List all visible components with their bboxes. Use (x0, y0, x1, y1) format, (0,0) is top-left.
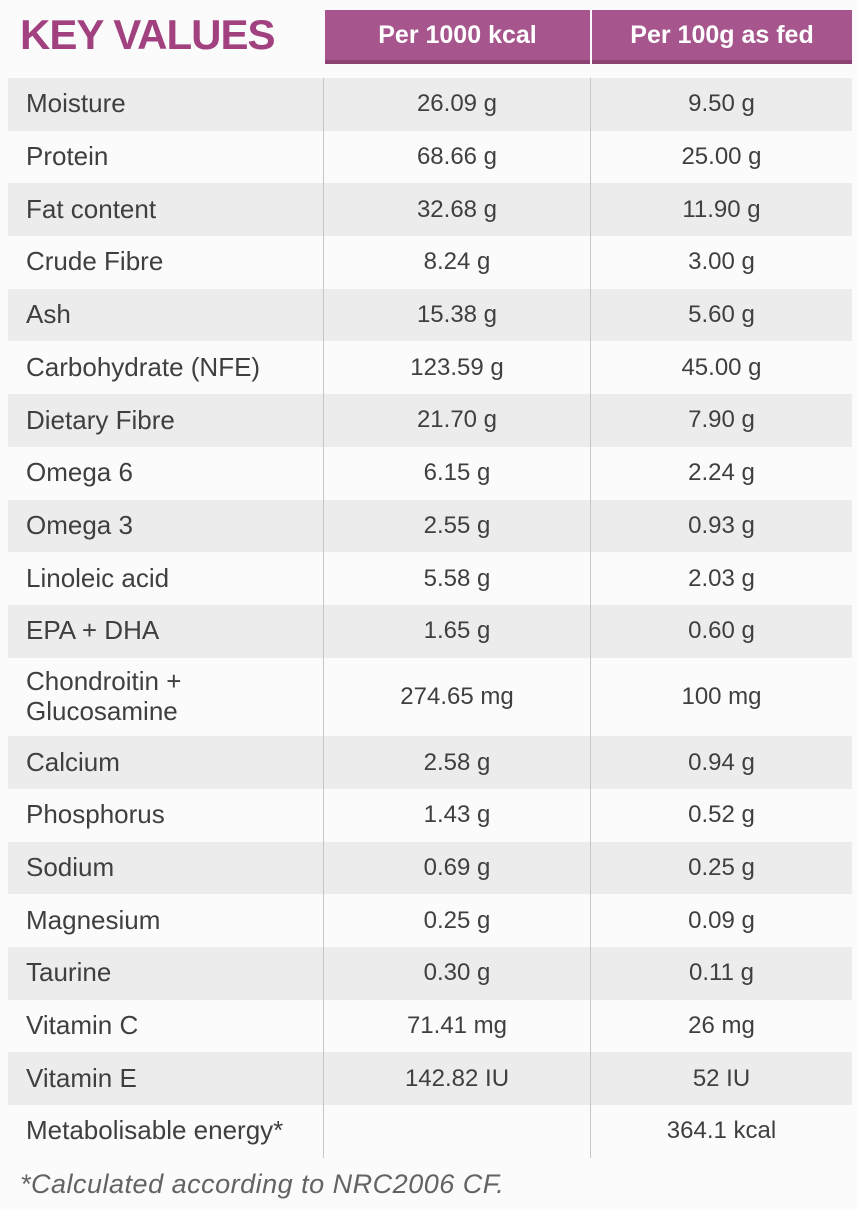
value-per-1000-kcal: 1.65 g (323, 604, 590, 658)
value-per-1000-kcal: 274.65 mg (323, 657, 590, 737)
row-label: Linoleic acid (26, 562, 170, 593)
value-per-1000-kcal: 2.55 g (323, 499, 590, 553)
value-per-1000-kcal: 123.59 g (323, 341, 590, 395)
row-label: Metabolisable energy* (26, 1115, 284, 1146)
footnote: *Calculated according to NRC2006 CF. (20, 1168, 505, 1199)
table-header: KEY VALUES Per 1000 kcal Per 100g as fed (0, 10, 858, 64)
row-label: Taurine (26, 957, 112, 988)
table-row-carbohydrate-nfe: Carbohydrate (NFE) 123.59 g 45.00 g (8, 341, 852, 395)
value-per-1000-kcal: 8.24 g (323, 236, 590, 289)
row-label: EPA + DHA (26, 615, 160, 646)
table-row-linoleic-acid: Linoleic acid 5.58 g 2.03 g (8, 552, 852, 605)
value-per-100g: 100 mg (590, 657, 852, 737)
page-title: KEY VALUES (20, 11, 276, 58)
value-per-100g: 0.60 g (590, 604, 852, 658)
table-row-vitamin-e: Vitamin E 142.82 IU 52 IU (8, 1052, 852, 1105)
value-per-100g: 26 mg (590, 999, 852, 1053)
column-header-per-100g-as-fed: Per 100g as fed (592, 10, 852, 64)
value-per-100g: 45.00 g (590, 341, 852, 395)
row-label: Sodium (26, 851, 115, 882)
row-label: Dietary Fibre (26, 404, 175, 435)
value-per-1000-kcal: 6.15 g (323, 446, 590, 500)
column-header-per-1000-kcal: Per 1000 kcal (325, 10, 590, 64)
table-row-omega-3: Omega 3 2.55 g 0.93 g (8, 499, 852, 553)
row-label: Phosphorus (26, 799, 165, 830)
table-row-protein: Protein 68.66 g 25.00 g (8, 130, 852, 184)
value-per-100g: 5.60 g (590, 288, 852, 342)
table-row-crude-fibre: Crude Fibre 8.24 g 3.00 g (8, 236, 852, 289)
value-per-1000-kcal: 2.58 g (323, 736, 590, 789)
value-per-1000-kcal: 68.66 g (323, 130, 590, 184)
value-per-100g: 0.93 g (590, 499, 852, 553)
value-per-1000-kcal: 71.41 mg (323, 999, 590, 1053)
value-per-100g: 25.00 g (590, 130, 852, 184)
value-per-100g: 0.25 g (590, 841, 852, 895)
table-row-sodium: Sodium 0.69 g 0.25 g (8, 841, 852, 895)
value-per-100g: 9.50 g (590, 78, 852, 131)
value-per-1000-kcal: 142.82 IU (323, 1052, 590, 1105)
table-row-epa-dha: EPA + DHA 1.65 g 0.60 g (8, 604, 852, 658)
row-label: Magnesium (26, 904, 161, 935)
value-per-1000-kcal: 0.25 g (323, 894, 590, 947)
table-row-vitamin-c: Vitamin C 71.41 mg 26 mg (8, 999, 852, 1053)
value-per-100g: 0.11 g (590, 946, 852, 1000)
row-label: Crude Fibre (26, 246, 164, 277)
value-per-100g: 0.52 g (590, 788, 852, 842)
table-row-taurine: Taurine 0.30 g 0.11 g (8, 946, 852, 1000)
row-label: Fat content (26, 193, 157, 224)
row-label: Chondroitin + Glucosamine (26, 665, 182, 726)
value-per-1000-kcal: 1.43 g (323, 788, 590, 842)
table-row-moisture: Moisture 26.09 g 9.50 g (8, 78, 852, 131)
value-per-100g: 11.90 g (590, 183, 852, 237)
value-per-100g: 0.94 g (590, 736, 852, 789)
row-label: Moisture (26, 88, 126, 119)
row-label: Omega 6 (26, 457, 133, 488)
value-per-100g: 52 IU (590, 1052, 852, 1105)
value-per-1000-kcal: 0.30 g (323, 946, 590, 1000)
table-row-chondroitin-glucosamine: Chondroitin + Glucosamine 274.65 mg 100 … (8, 657, 852, 737)
value-per-1000-kcal: 5.58 g (323, 552, 590, 605)
nutrition-key-values-page: KEY VALUES Per 1000 kcal Per 100g as fed… (0, 10, 858, 1210)
row-label: Calcium (26, 746, 120, 777)
table-row-magnesium: Magnesium 0.25 g 0.09 g (8, 894, 852, 947)
table-row-ash: Ash 15.38 g 5.60 g (8, 288, 852, 342)
row-label: Carbohydrate (NFE) (26, 351, 261, 382)
value-per-1000-kcal: 15.38 g (323, 288, 590, 342)
table-row-omega-6: Omega 6 6.15 g 2.24 g (8, 446, 852, 500)
row-label: Vitamin E (26, 1062, 137, 1093)
value-per-100g: 0.09 g (590, 894, 852, 947)
value-per-1000-kcal (323, 1104, 590, 1158)
table-row-fat-content: Fat content 32.68 g 11.90 g (8, 183, 852, 237)
value-per-1000-kcal: 21.70 g (323, 394, 590, 447)
row-label: Protein (26, 141, 109, 172)
row-label: Vitamin C (26, 1009, 139, 1040)
value-per-1000-kcal: 26.09 g (323, 78, 590, 131)
value-per-100g: 2.24 g (590, 446, 852, 500)
value-per-100g: 3.00 g (590, 236, 852, 289)
value-per-100g: 7.90 g (590, 394, 852, 447)
value-per-1000-kcal: 32.68 g (323, 183, 590, 237)
value-per-1000-kcal: 0.69 g (323, 841, 590, 895)
row-label: Ash (26, 299, 71, 330)
table-row-phosphorus: Phosphorus 1.43 g 0.52 g (8, 788, 852, 842)
table-row-metabolisable-energy: Metabolisable energy* 364.1 kcal (8, 1104, 852, 1158)
value-per-100g: 364.1 kcal (590, 1104, 852, 1158)
row-label: Omega 3 (26, 509, 133, 540)
table-row-dietary-fibre: Dietary Fibre 21.70 g 7.90 g (8, 394, 852, 447)
table-row-calcium: Calcium 2.58 g 0.94 g (8, 736, 852, 789)
value-per-100g: 2.03 g (590, 552, 852, 605)
table-body: Moisture 26.09 g 9.50 g Protein 68.66 g … (8, 78, 852, 1158)
